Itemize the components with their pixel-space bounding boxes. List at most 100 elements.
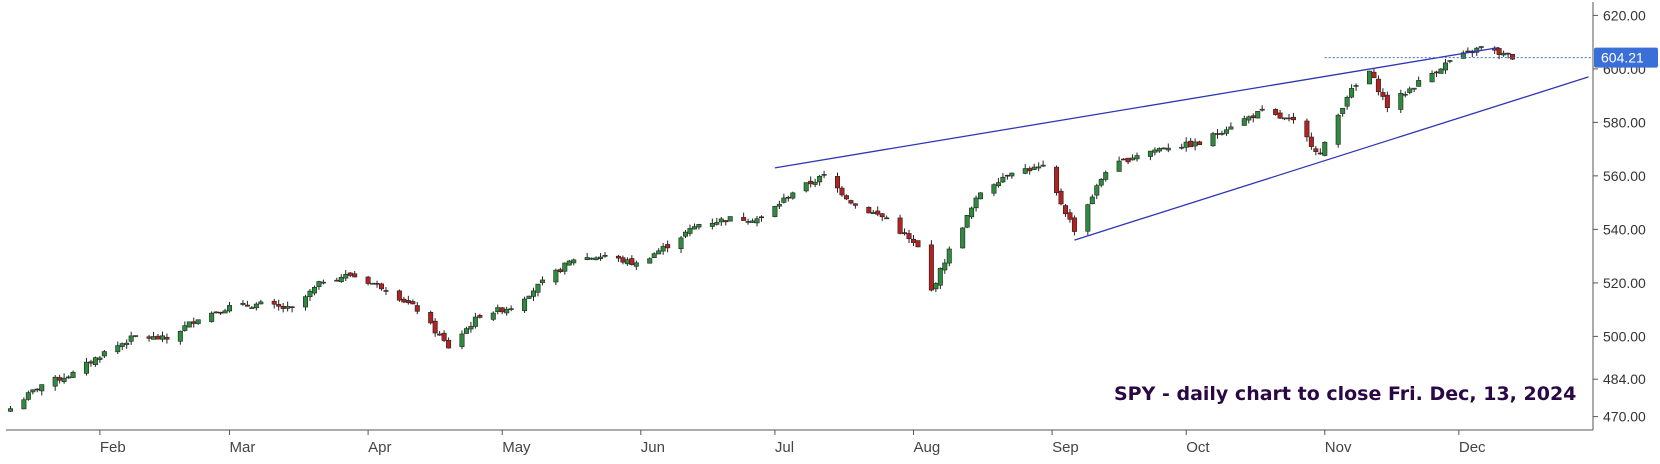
candle-down: [1375, 78, 1381, 93]
candle-up: [370, 282, 376, 285]
candle-up: [1246, 116, 1252, 121]
candle-down: [1121, 158, 1127, 161]
y-tick-label: 580.00: [1603, 114, 1646, 130]
x-tick-label: Feb: [100, 439, 126, 456]
candle-down: [405, 300, 411, 304]
candle-up: [531, 290, 537, 297]
candle-up: [1179, 146, 1185, 149]
candle-down: [1027, 168, 1033, 172]
candle-up: [1040, 164, 1046, 167]
candle-up: [593, 257, 599, 261]
candle-up: [83, 361, 89, 374]
candle-down: [383, 290, 389, 292]
candle-up: [1103, 172, 1109, 180]
candle-down: [741, 217, 747, 221]
candle-down: [1125, 157, 1131, 163]
candle-down: [280, 305, 286, 309]
candle-up: [718, 218, 724, 223]
candle-up: [92, 357, 98, 366]
candle-up: [1022, 168, 1028, 174]
candle-up: [504, 308, 510, 314]
candle-up: [526, 295, 532, 299]
candle-up: [151, 336, 157, 340]
candle-down: [1054, 166, 1060, 194]
candle-down: [499, 307, 505, 313]
candle-up: [1192, 141, 1198, 147]
candle-up: [1353, 85, 1359, 87]
candle-up: [66, 376, 72, 379]
candle-up: [1282, 117, 1288, 120]
candle-down: [244, 304, 250, 307]
candle-up: [209, 312, 215, 322]
candle-down: [88, 361, 94, 364]
candle-up: [1147, 150, 1153, 157]
candle-down: [374, 283, 380, 285]
x-tick-label: Jun: [641, 439, 665, 456]
trendline[interactable]: [774, 46, 1500, 169]
candles: [7, 46, 1516, 412]
candle-up: [973, 197, 979, 209]
candle-down: [906, 233, 912, 240]
candle-up: [678, 237, 684, 250]
candle-down: [352, 273, 358, 278]
candle-down: [615, 255, 621, 259]
candle-up: [750, 220, 756, 223]
candle-up: [991, 184, 997, 194]
candle-down: [1384, 94, 1390, 109]
candle-up: [1130, 157, 1136, 161]
candle-up: [1398, 93, 1404, 110]
candle-up: [1255, 111, 1261, 119]
candle-down: [902, 232, 908, 235]
candle-up: [812, 181, 818, 185]
candle-up: [249, 307, 255, 309]
candle-up: [562, 262, 568, 272]
candle-up: [1009, 172, 1015, 177]
candle-up: [177, 330, 183, 342]
candle-up: [25, 392, 31, 400]
candle-down: [410, 301, 416, 305]
candle-down: [1214, 133, 1220, 135]
candle-down: [759, 216, 765, 219]
last-price-tag: 604.21: [1324, 47, 1658, 68]
candle-up: [1429, 72, 1435, 83]
candle-up: [1036, 166, 1042, 169]
candle-up: [539, 279, 545, 283]
candle-up: [343, 274, 349, 279]
candle-up: [52, 376, 58, 387]
candle-down: [437, 333, 443, 336]
candle-up: [1442, 62, 1448, 71]
date-axis: Feb Mar Apr May Jun Jul Aug Sep Oct Nov Dec: [99, 430, 1486, 456]
y-tick-label: 620.00: [1603, 7, 1646, 23]
trendline[interactable]: [1074, 76, 1589, 241]
candle-up: [303, 296, 309, 308]
candle-up: [772, 205, 778, 217]
candle-down: [164, 337, 170, 340]
candle-down: [289, 306, 295, 308]
candle-up: [522, 298, 528, 312]
candle-up: [696, 224, 702, 228]
candle-up: [647, 258, 653, 264]
candle-up: [222, 310, 228, 314]
candle-up: [463, 328, 469, 334]
candle-down: [218, 311, 224, 314]
candle-up: [942, 262, 948, 271]
x-tick-label: Apr: [368, 439, 391, 456]
candle-down: [1286, 117, 1292, 120]
candle-down: [213, 311, 219, 314]
x-tick-label: Sep: [1052, 439, 1079, 456]
candle-up: [1000, 176, 1006, 183]
candle-up: [39, 384, 45, 392]
candle-down: [852, 203, 858, 206]
candle-up: [1210, 133, 1216, 147]
candle-down: [1313, 148, 1319, 152]
candle-up: [1183, 141, 1189, 148]
candle-down: [1510, 53, 1516, 60]
x-tick-label: Mar: [230, 439, 256, 456]
candle-up: [1241, 118, 1247, 126]
candle-up: [566, 260, 572, 266]
candle-up: [817, 176, 823, 183]
candle-up: [459, 333, 465, 347]
candle-up: [651, 253, 657, 259]
candle-up: [1089, 196, 1095, 205]
